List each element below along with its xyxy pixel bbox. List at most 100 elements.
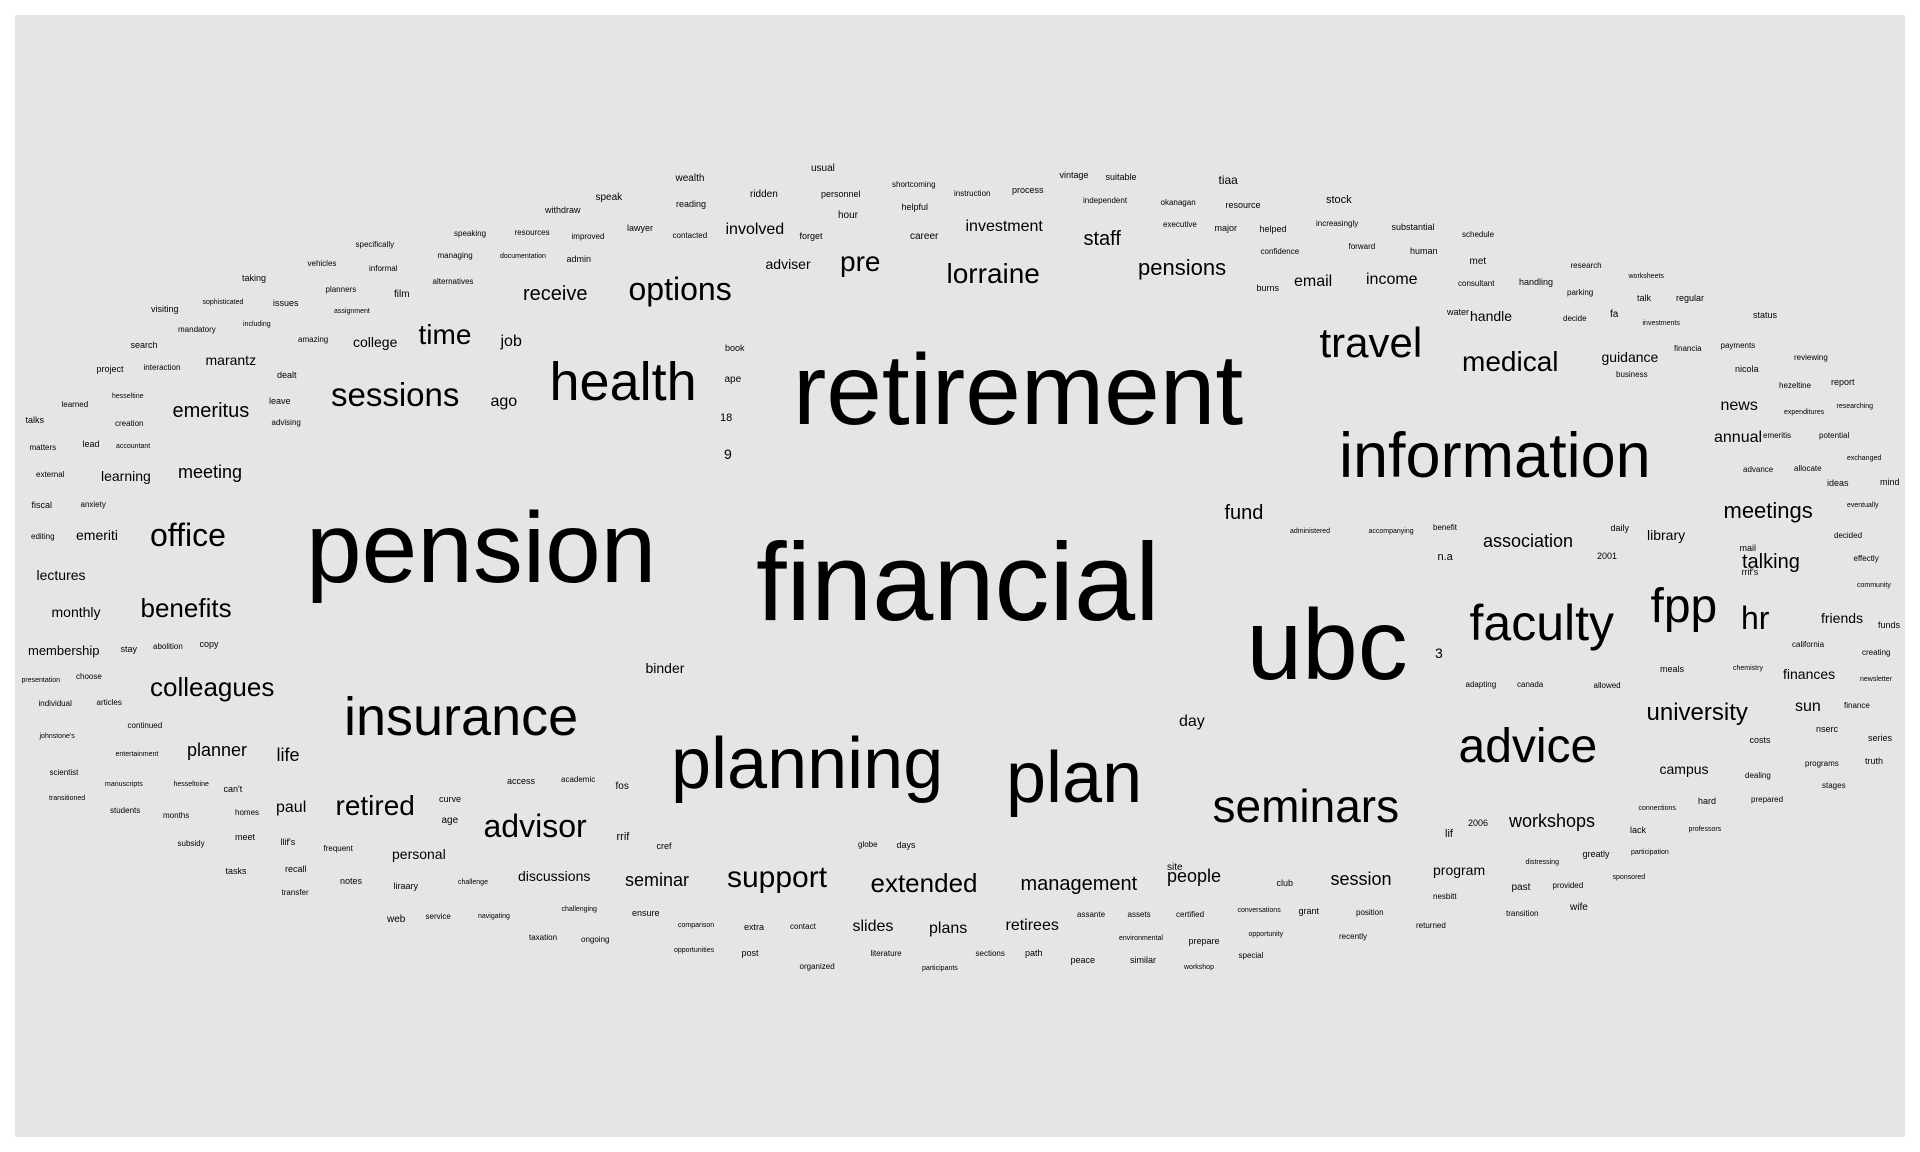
word-instruction: instruction (954, 189, 991, 198)
word-tiaa: tiaa (1218, 173, 1238, 187)
word-contacted: contacted (672, 231, 708, 240)
word-retirement: retirement (793, 334, 1244, 446)
word-reading: reading (676, 198, 707, 209)
word-mind: mind (1880, 476, 1900, 487)
word-financia: financia (1674, 344, 1702, 353)
word-handle: handle (1470, 308, 1513, 324)
word-human: human (1410, 245, 1438, 256)
word-burns: burns (1256, 282, 1280, 293)
word-annual: annual (1714, 429, 1763, 446)
word-accompanying: accompanying (1368, 527, 1414, 535)
word-marantz: marantz (205, 352, 257, 368)
word-resources: resources (514, 228, 550, 237)
word-organized: organized (799, 962, 835, 971)
word-okanagan: okanagan (1160, 198, 1196, 207)
word-ago: ago (490, 393, 518, 410)
word-sponsored: sponsored (1612, 873, 1646, 881)
word-lif: lif (1445, 827, 1453, 840)
word-assets: assets (1127, 910, 1151, 919)
word-rrif: rrif (616, 830, 630, 843)
word-can-t: can't (223, 783, 243, 794)
word-transitioned: transitioned (49, 794, 86, 802)
word-investment: investment (965, 218, 1043, 235)
word-talks: talks (25, 414, 45, 425)
word-series: series (1868, 732, 1893, 743)
word-assignment: assignment (334, 307, 370, 315)
word-n-a: n.a (1437, 550, 1453, 563)
word-daily: daily (1610, 522, 1630, 533)
word-amazing: amazing (298, 335, 329, 344)
word-challenging: challenging (561, 905, 597, 913)
word-resource: resource (1225, 199, 1261, 210)
word-learned: learned (61, 400, 89, 409)
word-film: film (394, 289, 410, 300)
word-plans: plans (929, 920, 968, 937)
word-taking: taking (242, 272, 267, 283)
word-nesbitt: nesbitt (1433, 892, 1457, 901)
word-costs: costs (1749, 734, 1771, 745)
word-pension: pension (306, 492, 657, 604)
word-opportunities: opportunities (674, 946, 715, 954)
word-entertainment: entertainment (115, 750, 159, 758)
word-workshop: workshop (1184, 963, 1214, 971)
word-age: age (441, 815, 459, 826)
word-finances: finances (1783, 666, 1836, 682)
word-transition: transition (1506, 909, 1539, 918)
word-helped: helped (1259, 223, 1287, 234)
word-retirees: retirees (1005, 917, 1059, 934)
word-academic: academic (561, 775, 596, 784)
word-faculty: faculty (1469, 595, 1615, 651)
word-hesseltoine: hesseltoine (173, 780, 209, 788)
word-ensure: ensure (632, 907, 660, 918)
word-rrif-s: rrif's (1741, 566, 1759, 577)
word-staff: staff (1083, 228, 1121, 250)
word-sections: sections (975, 949, 1005, 958)
word-vehicles: vehicles (307, 259, 337, 268)
word-community: community (1857, 581, 1891, 589)
word-planner: planner (187, 740, 248, 760)
word-pre: pre (840, 246, 881, 277)
word-curve: curve (439, 793, 462, 804)
word-scientist: scientist (49, 768, 79, 777)
word-personnel: personnel (821, 188, 861, 199)
word-finance: finance (1844, 701, 1870, 710)
word-water: water (1447, 306, 1470, 317)
word-editing: editing (31, 532, 55, 541)
word-office: office (150, 517, 226, 553)
word-ape: ape (724, 374, 742, 385)
word-emeritus: emeritus (172, 400, 250, 422)
word-funds: funds (1878, 619, 1901, 630)
word-post: post (741, 947, 759, 958)
word-johnstone-s: johnstone's (39, 732, 75, 740)
word-distressing: distressing (1525, 858, 1559, 866)
word-fa: fa (1610, 309, 1619, 320)
word-conversations: conversations (1237, 906, 1281, 914)
word-speaking: speaking (454, 229, 487, 238)
word-vintage: vintage (1059, 169, 1089, 180)
word-lawyer: lawyer (627, 222, 654, 233)
word-wealth: wealth (675, 173, 705, 184)
word-income: income (1366, 271, 1418, 288)
word-18: 18 (720, 411, 733, 424)
word-nserc: nserc (1816, 723, 1839, 734)
word-literature: literature (870, 949, 902, 958)
word-confidence: confidence (1260, 247, 1300, 256)
word-potential: potential (1819, 431, 1850, 440)
word-frequent: frequent (323, 844, 353, 853)
word-expenditures: expenditures (1784, 408, 1825, 416)
word-cref: cref (656, 840, 672, 851)
word-contact: contact (790, 922, 816, 931)
word-articles: articles (96, 698, 122, 707)
word-process: process (1012, 184, 1044, 195)
word-program: program (1433, 862, 1486, 878)
word-fund: fund (1224, 502, 1264, 524)
word-admin: admin (566, 253, 592, 264)
word-mandatory: mandatory (178, 325, 216, 334)
word-learning: learning (101, 468, 151, 484)
word-medical: medical (1462, 346, 1559, 377)
word-schedule: schedule (1462, 230, 1495, 239)
word-binder: binder (645, 660, 685, 676)
word-forget: forget (799, 230, 823, 241)
word-continued: continued (127, 721, 163, 730)
word-administered: administered (1290, 527, 1331, 535)
